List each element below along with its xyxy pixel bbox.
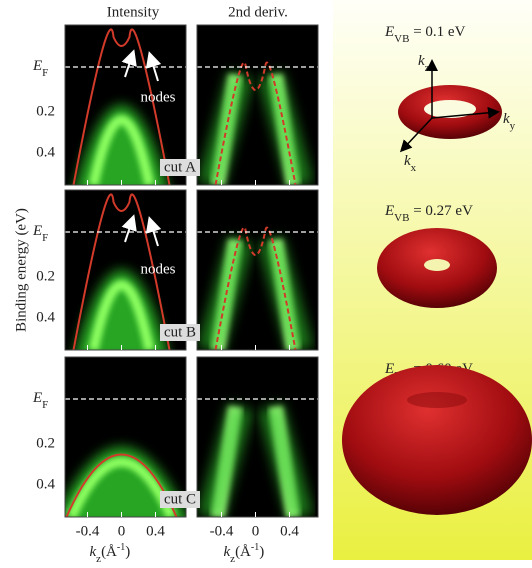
text-part: -1 [117, 542, 125, 553]
x-axis-label: kz(Å-1) [224, 542, 265, 565]
text-part: E [384, 203, 394, 219]
y-tick-label: 0.4 [36, 309, 55, 325]
text-part: x [411, 162, 417, 174]
cut-label: cut A [164, 159, 196, 175]
text-part: (Å [235, 544, 251, 560]
nodes-label: nodes [141, 89, 176, 105]
y-tick-label: 0.2 [36, 435, 55, 451]
text-part: = 0.27 eV [409, 203, 473, 219]
text-part: ) [125, 544, 130, 560]
x-tick-label: -0.4 [210, 523, 234, 539]
x-tick-label: -0.4 [76, 523, 100, 539]
text-part: (Å [101, 544, 117, 560]
figure: Intensity 2nd deriv. Binding energy (eV)… [0, 0, 532, 568]
x-tick-label: 0.4 [146, 523, 165, 539]
text-part: z [425, 62, 430, 74]
cut-label: cut B [164, 324, 196, 340]
y-tick-label: EF [32, 223, 48, 243]
text-part: F [42, 232, 48, 244]
text-part: E [32, 58, 42, 74]
text-part: E [384, 24, 394, 40]
surface-dimple [407, 392, 467, 408]
text-part: E [32, 223, 42, 239]
y-tick-label: EF [32, 390, 48, 410]
x-tick-label: 0.4 [280, 523, 299, 539]
x-axis-label: kz(Å-1) [90, 542, 131, 565]
text-part: -1 [251, 542, 259, 553]
surface-hole [424, 259, 450, 271]
text-part: F [42, 399, 48, 411]
y-tick-label: 0.4 [36, 476, 55, 492]
text-part: E [32, 390, 42, 406]
cut-label: cut C [164, 491, 196, 507]
fermi-surface [342, 365, 532, 515]
column-title: Intensity [107, 4, 160, 20]
text-part: = 0.1 eV [409, 24, 465, 40]
y-tick-label: EF [32, 58, 48, 78]
text-part: F [42, 67, 48, 79]
x-tick-label: 0 [252, 523, 260, 539]
y-tick-label: 0.2 [36, 103, 55, 119]
column-title: 2nd deriv. [228, 4, 288, 20]
text-part: VB [394, 33, 409, 45]
y-axis-label: Binding energy (eV) [13, 208, 29, 332]
text-part: y [510, 120, 516, 132]
nodes-label: nodes [141, 261, 176, 277]
x-tick-label: 0 [118, 523, 126, 539]
text-part: ) [259, 544, 264, 560]
y-tick-label: 0.4 [36, 144, 55, 160]
text-part: VB [394, 212, 409, 224]
y-tick-label: 0.2 [36, 268, 55, 284]
